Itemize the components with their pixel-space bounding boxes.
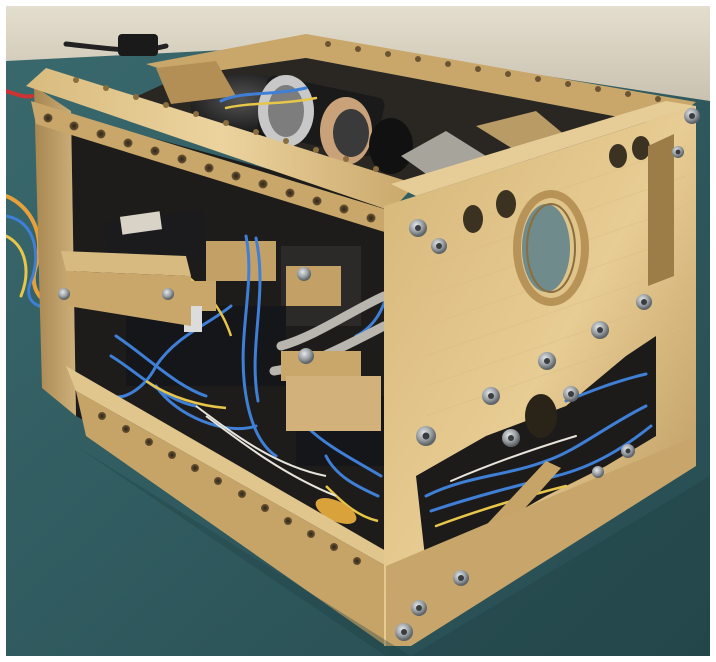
top-front-rail — [26, 68, 416, 211]
top-right-rail — [391, 101, 696, 196]
photo — [6, 6, 710, 656]
back-top-rail — [146, 34, 696, 126]
interior-brass-parts — [184, 281, 381, 524]
left-front-post — [34, 86, 76, 416]
small-aperture — [525, 394, 557, 438]
lens-aperture — [513, 190, 589, 306]
background-wall — [6, 6, 710, 101]
scallop-cutouts — [463, 136, 650, 233]
bottom-rail-top — [66, 366, 386, 566]
white-wiring — [195, 405, 337, 497]
left-mid-bar — [66, 271, 191, 326]
back-rail-holes — [325, 41, 661, 102]
bottom-right-rail — [386, 436, 696, 646]
plate-screws — [297, 108, 700, 641]
blue-wiring — [109, 234, 388, 498]
left-mid-bar-top — [61, 251, 191, 276]
bottom-rail-holes — [98, 412, 361, 565]
top-cables — [219, 86, 318, 110]
bottom-front-rail — [76, 391, 386, 646]
right-edge-slot — [648, 134, 674, 286]
photo-svg — [6, 6, 710, 656]
lower-cutout — [416, 336, 656, 566]
top-rail-holes — [43, 113, 376, 223]
cast-shadow — [76, 446, 710, 656]
mirror-mount — [401, 131, 486, 181]
left-post-screws — [58, 288, 174, 300]
top-rail-upper-holes — [73, 77, 379, 172]
